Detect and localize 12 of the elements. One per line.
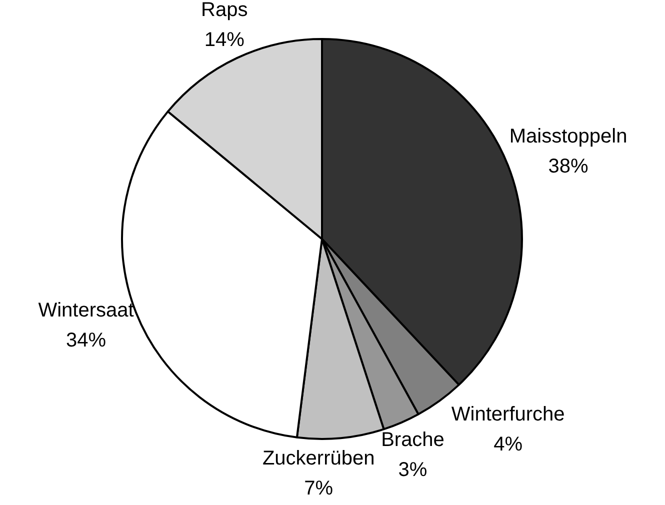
slice-label: Maisstoppeln (509, 126, 628, 148)
slice-label: Winterfurche (451, 403, 565, 426)
data-label: 38% (548, 156, 589, 178)
data-label: 3% (398, 459, 428, 482)
data-label: 7% (304, 477, 334, 500)
data-label: 14% (204, 28, 245, 51)
data-label: 4% (494, 433, 523, 456)
slice-label: Wintersaat (38, 299, 134, 322)
slice-label: Zuckerrüben (262, 447, 375, 470)
slice-label: Raps (201, 0, 248, 21)
slice-label: Brache (381, 429, 444, 452)
data-label: 34% (66, 329, 106, 352)
